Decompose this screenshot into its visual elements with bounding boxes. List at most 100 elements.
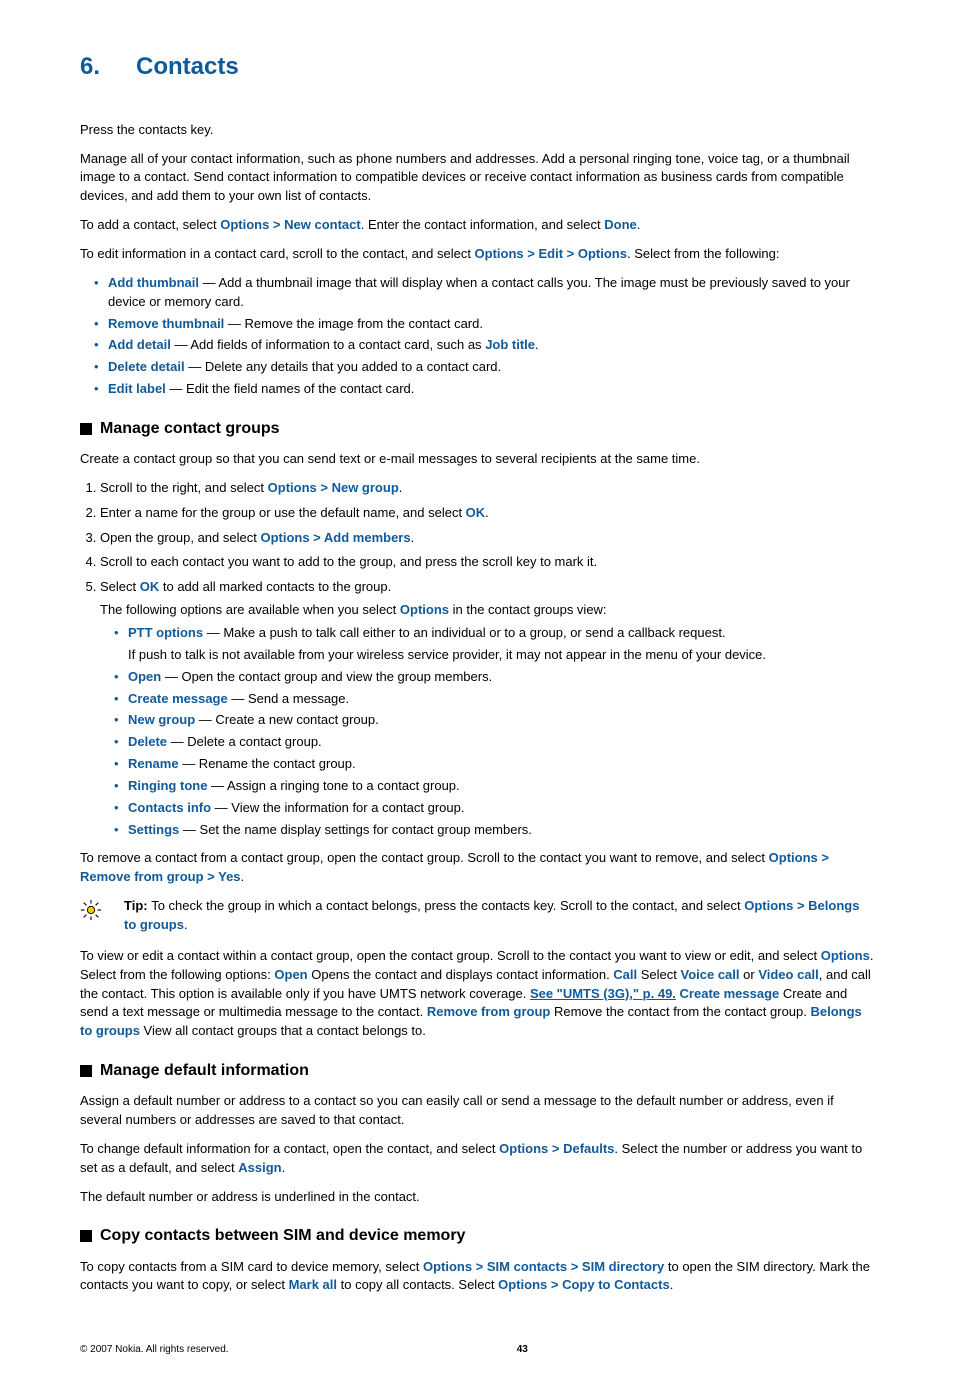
text: . — [637, 217, 641, 232]
done-label: Done — [604, 217, 637, 232]
text: Scroll to the right, and select — [100, 480, 268, 495]
text: To edit information in a contact card, s… — [80, 246, 475, 261]
options-label: Options — [578, 246, 627, 261]
list-item: Settings — Set the name display settings… — [114, 821, 874, 840]
options-label: Options — [268, 480, 317, 495]
create-message-label: Create message — [680, 986, 780, 1001]
copyright: © 2007 Nokia. All rights reserved. — [80, 1343, 517, 1358]
list-item: Rename — Rename the contact group. — [114, 755, 874, 774]
text: in the contact groups view: — [449, 602, 607, 617]
arrow: > — [524, 246, 539, 261]
text: or — [740, 967, 759, 982]
text: To check the group in which a contact be… — [151, 898, 744, 913]
arrow: > — [317, 480, 332, 495]
intro-add: To add a contact, select Options > New c… — [80, 216, 874, 235]
tip-icon — [80, 897, 124, 935]
text: — Make a push to talk call either to an … — [203, 625, 725, 640]
edit-options-list: Add thumbnail — Add a thumbnail image th… — [80, 274, 874, 399]
arrow: > — [793, 898, 808, 913]
text: — Delete any details that you added to a… — [185, 359, 502, 374]
heading-text: Copy contacts between SIM and device mem… — [100, 1224, 465, 1247]
voice-call-label: Voice call — [681, 967, 740, 982]
text: . — [241, 869, 245, 884]
text: . — [670, 1277, 674, 1292]
options-label: Options — [744, 898, 793, 913]
text: . — [282, 1160, 286, 1175]
default-p3: The default number or address is underli… — [80, 1188, 874, 1207]
new-group-label: New group — [128, 712, 195, 727]
step: Scroll to each contact you want to add t… — [100, 553, 874, 572]
remove-from-group-label: Remove from group — [427, 1004, 551, 1019]
square-bullet-icon — [80, 423, 92, 435]
chapter-name: Contacts — [136, 53, 239, 80]
new-group-label: New group — [332, 480, 399, 495]
text: . — [485, 505, 489, 520]
ptt-options-label: PTT options — [128, 625, 203, 640]
new-contact-label: New contact — [284, 217, 361, 232]
step: Open the group, and select Options > Add… — [100, 529, 874, 548]
heading-text: Manage contact groups — [100, 417, 280, 440]
text: to copy all contacts. Select — [337, 1277, 498, 1292]
arrow: > — [563, 246, 578, 261]
settings-label: Settings — [128, 822, 179, 837]
open-label: Open — [274, 967, 307, 982]
copy-to-contacts-label: Copy to Contacts — [562, 1277, 670, 1292]
list-item: Contacts info — View the information for… — [114, 799, 874, 818]
remove-contact: To remove a contact from a contact group… — [80, 849, 874, 887]
text: Scroll to each contact you want to add t… — [100, 554, 597, 569]
default-p1: Assign a default number or address to a … — [80, 1092, 874, 1130]
text: To add a contact, select — [80, 217, 220, 232]
see-umts-link[interactable]: See "UMTS (3G)," p. 49. — [530, 986, 676, 1001]
options-label: Options — [423, 1259, 472, 1274]
text: The following options are available when… — [100, 602, 400, 617]
list-item: Add thumbnail — Add a thumbnail image th… — [94, 274, 874, 312]
intro-manage: Manage all of your contact information, … — [80, 150, 874, 207]
rename-label: Rename — [128, 756, 179, 771]
ptt-note: If push to talk is not available from yo… — [128, 646, 874, 665]
text: . Enter the contact information, and sel… — [361, 217, 605, 232]
options-label: Options — [769, 850, 818, 865]
text: View all contact groups that a contact b… — [140, 1023, 426, 1038]
list-item: New group — Create a new contact group. — [114, 711, 874, 730]
text: . — [184, 917, 188, 932]
tip-block: Tip: To check the group in which a conta… — [80, 897, 874, 935]
step: Scroll to the right, and select Options … — [100, 479, 874, 498]
video-call-label: Video call — [758, 967, 818, 982]
text: . — [399, 480, 403, 495]
create-message-label: Create message — [128, 691, 228, 706]
sim-contacts-label: SIM contacts — [487, 1259, 567, 1274]
groups-lead: Create a contact group so that you can s… — [80, 450, 874, 469]
text: — Set the name display settings for cont… — [179, 822, 532, 837]
chapter-title: 6.Contacts — [80, 50, 874, 85]
sim-directory-label: SIM directory — [582, 1259, 664, 1274]
contacts-info-label: Contacts info — [128, 800, 211, 815]
text: Open the group, and select — [100, 530, 260, 545]
heading-default-info: Manage default information — [80, 1059, 874, 1082]
list-item: Add detail — Add fields of information t… — [94, 336, 874, 355]
add-members-label: Add members — [324, 530, 411, 545]
intro-edit: To edit information in a contact card, s… — [80, 245, 874, 264]
step: Enter a name for the group or use the de… — [100, 504, 874, 523]
list-item: Open — Open the contact group and view t… — [114, 668, 874, 687]
text: Select — [100, 579, 140, 594]
page-footer: © 2007 Nokia. All rights reserved. 43 — [80, 1343, 874, 1358]
text: — Edit the field names of the contact ca… — [166, 381, 415, 396]
arrow: > — [204, 869, 219, 884]
job-title-label: Job title — [485, 337, 535, 352]
text: — Remove the image from the contact card… — [224, 316, 483, 331]
options-label: Options — [499, 1141, 548, 1156]
call-label: Call — [613, 967, 637, 982]
copy-p1: To copy contacts from a SIM card to devi… — [80, 1258, 874, 1296]
view-edit-contact: To view or edit a contact within a conta… — [80, 947, 874, 1041]
assign-label: Assign — [238, 1160, 281, 1175]
arrow: > — [269, 217, 284, 232]
arrow: > — [818, 850, 829, 865]
options-label: Options — [498, 1277, 547, 1292]
intro-press: Press the contacts key. — [80, 121, 874, 140]
arrow: > — [548, 1141, 563, 1156]
delete-label: Delete — [128, 734, 167, 749]
text: Opens the contact and displays contact i… — [308, 967, 614, 982]
list-item: Create message — Send a message. — [114, 690, 874, 709]
text: Enter a name for the group or use the de… — [100, 505, 466, 520]
text: . Select from the following: — [627, 246, 779, 261]
